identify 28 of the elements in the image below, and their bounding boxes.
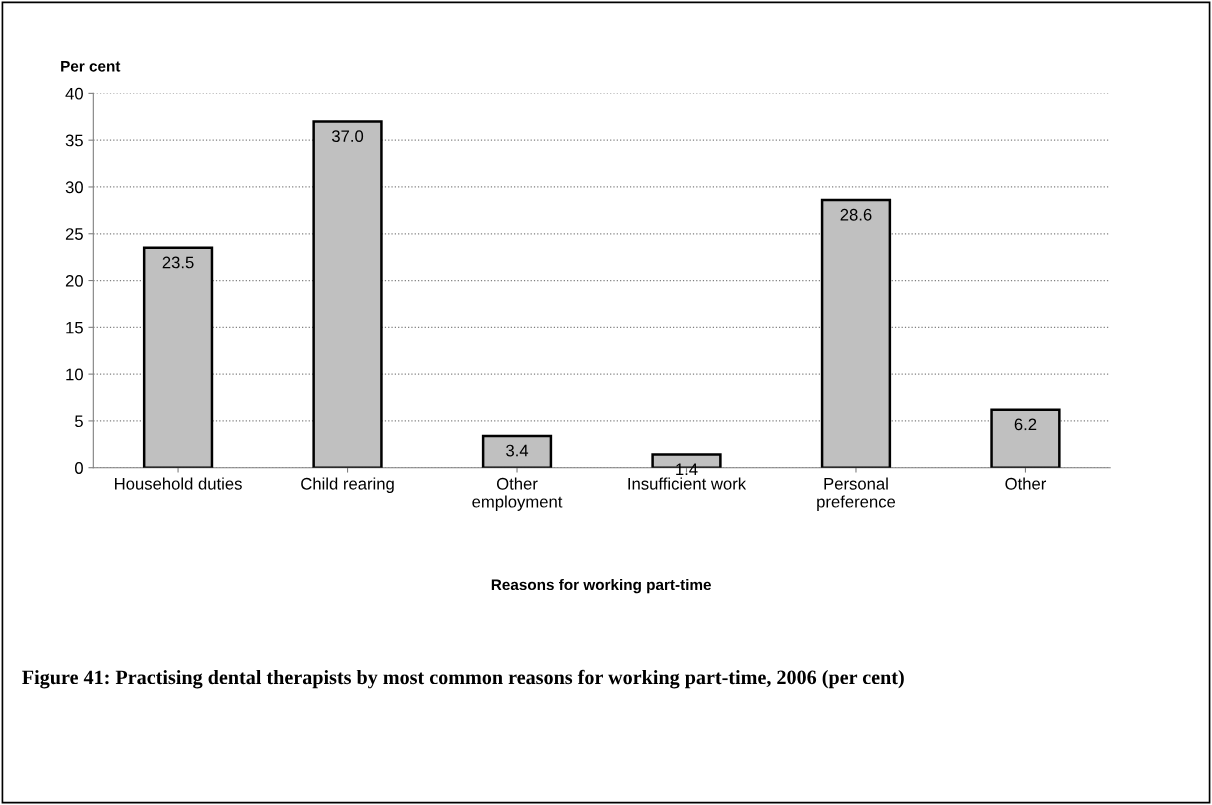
bar: [312, 120, 383, 468]
bar: [142, 246, 214, 468]
y-tick-label: 0: [74, 462, 83, 474]
data-label: 6.2: [1014, 418, 1037, 431]
x-tick-label: Other: [1005, 477, 1047, 490]
data-label: 23.5: [162, 256, 194, 269]
bar: [820, 198, 892, 468]
y-tick-label: 40: [65, 87, 83, 100]
x-tick-label: Insufficient work: [628, 477, 747, 490]
y-tick-label: 30: [65, 181, 83, 194]
data-label: 37.0: [331, 130, 364, 143]
x-tick-label: Personal preference: [817, 477, 896, 511]
x-axis-title: Reasons for working part-time: [491, 578, 711, 594]
y-tick-label: 10: [66, 368, 83, 381]
bar: [481, 434, 553, 468]
y-tick-label: 35: [65, 134, 83, 147]
data-label: 28.6: [840, 208, 872, 221]
x-tick-label: Household duties: [115, 477, 242, 490]
y-tick-label: 20: [65, 274, 83, 287]
y-tick-label: 5: [75, 415, 83, 428]
x-tick-label: Other employment: [472, 477, 563, 511]
data-label: 3.4: [506, 444, 529, 457]
y-tick-label: 15: [66, 321, 83, 334]
y-tick-label: 25: [65, 228, 83, 240]
x-tick-label: Child rearing: [301, 477, 394, 493]
bar: [990, 408, 1061, 468]
y-axis-title: Per cent: [61, 60, 121, 72]
text: Figure 41: Practising dental therapists by most common reasons for working part-time, 2006 (per cent): [22, 669, 904, 689]
